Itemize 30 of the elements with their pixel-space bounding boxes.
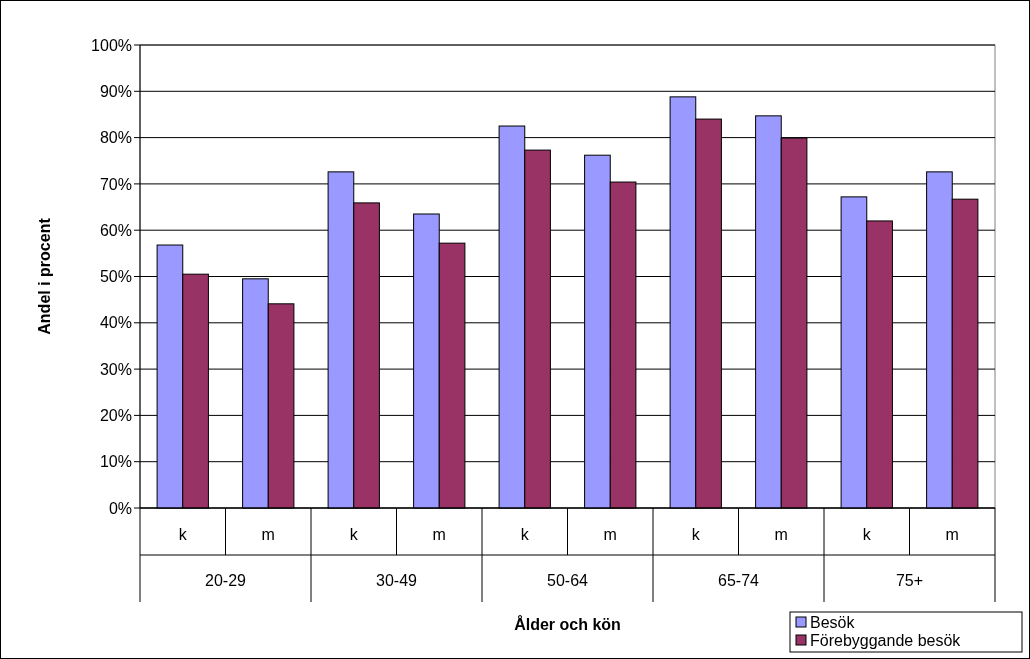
text: 75+ [895, 572, 924, 589]
y-tick-label: 100% [91, 36, 132, 54]
y-tick-label: 80% [99, 129, 132, 147]
x-tick-label: m [774, 526, 788, 543]
x-tick-label: m [261, 526, 275, 543]
y-tick-label: 50% [99, 268, 132, 286]
y-tick-label: 40% [99, 314, 132, 332]
y-tick-label: 60% [99, 221, 132, 239]
x-axis-title: Ålder och kön [514, 615, 621, 633]
x-tick-label: m [432, 526, 446, 543]
y-tick-label: 70% [99, 175, 132, 193]
x-tick-label: k [862, 526, 872, 543]
y-tick-label: 20% [99, 407, 132, 424]
x-tick-label: k [178, 526, 188, 543]
x-tick-label: m [603, 526, 617, 543]
legend-label: Förebyggande besök [810, 631, 962, 649]
x-tick-label: k [349, 526, 359, 543]
y-tick-label: 10% [99, 453, 132, 471]
text: 20-29 [205, 572, 247, 589]
legend-label: Besök [810, 613, 856, 631]
x-tick-label: m [945, 526, 959, 543]
y-tick-label: 90% [99, 82, 132, 100]
y-axis-title: Andel i procent [36, 217, 53, 335]
y-tick-label: 0% [108, 499, 132, 517]
y-tick-label: 30% [99, 360, 132, 378]
text: 50-64 [547, 572, 589, 589]
x-tick-label: k [520, 526, 530, 543]
x-tick-label: k [691, 526, 701, 543]
text: 30-49 [376, 572, 418, 589]
text: 65-74 [718, 572, 760, 589]
